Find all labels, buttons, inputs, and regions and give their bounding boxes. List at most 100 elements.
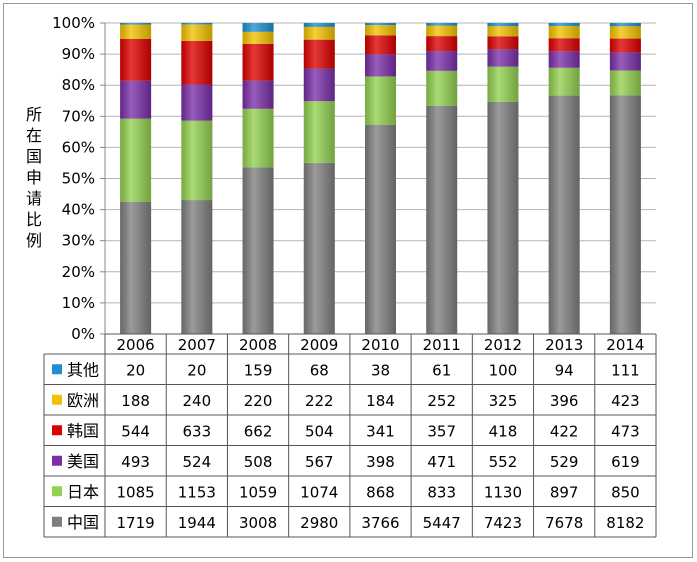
table-cell: 544: [121, 422, 150, 440]
bar-segment-shade: [609, 38, 641, 53]
bar-segment-shade: [548, 51, 580, 68]
table-cell: 20: [126, 361, 145, 379]
bar-segment-shade: [365, 76, 396, 125]
bar-segment-shade: [242, 108, 274, 168]
x-tick-label: 2012: [484, 336, 522, 354]
table-cell: 1153: [178, 483, 216, 501]
bar-segment-shade: [365, 54, 396, 77]
legend-key: [52, 486, 62, 497]
table-cell: 1074: [300, 483, 338, 501]
x-tick-label: 2014: [606, 336, 644, 354]
y-axis-label: 所在国申请比例: [25, 105, 42, 250]
bar-segment-shade: [548, 23, 580, 26]
y-tick-label: 20%: [62, 263, 95, 281]
bar-segment-shade: [426, 36, 458, 52]
table-cell: 1085: [117, 483, 155, 501]
table-cell: 357: [427, 422, 456, 440]
bar-segment-shade: [365, 35, 396, 55]
bar-segment-shade: [487, 36, 519, 50]
table-cell: 1944: [178, 514, 216, 532]
bar-segment-shade: [426, 25, 458, 37]
bar-segment-shade: [120, 23, 152, 25]
table-cell: 7678: [545, 514, 583, 532]
bar-segment-shade: [181, 200, 213, 334]
table-cell: 504: [305, 422, 334, 440]
bar-segment-shade: [426, 23, 458, 26]
table-cell: 7423: [484, 514, 522, 532]
bar-segment-shade: [181, 40, 213, 85]
bar-segment-shade: [303, 101, 335, 163]
table-cell: 897: [550, 483, 579, 501]
bar-segment-shade: [609, 52, 641, 71]
data-table: 2006 2007 2008 2009 2010 2011 2012 2013 2014 其他 20…: [43, 333, 657, 538]
bar-segment-shade: [303, 39, 335, 69]
bar-segment-shade: [242, 80, 274, 109]
table-cell: 341: [366, 422, 395, 440]
table-cell: 422: [550, 422, 579, 440]
table-cell: 2980: [300, 514, 338, 532]
table-cell: 473: [611, 422, 640, 440]
bar-segment-shade: [426, 105, 458, 334]
legend-key: [52, 425, 62, 436]
table-cell: 3766: [361, 514, 399, 532]
legend-label: 欧洲: [67, 391, 99, 410]
table-cell: 325: [489, 392, 518, 410]
table-cell: 222: [305, 392, 334, 410]
table-cell: 5447: [423, 514, 461, 532]
chart-frame: [3, 3, 693, 558]
table-cell: 850: [611, 483, 640, 501]
table-cell: 1719: [117, 514, 155, 532]
bar-segment-shade: [181, 24, 213, 41]
bar-segment-shade: [120, 80, 152, 119]
table-cell: 423: [611, 392, 640, 410]
table-cell: 493: [121, 453, 150, 471]
bar-segment-shade: [487, 101, 519, 334]
bar-segment-shade: [365, 124, 396, 335]
y-tick-label: 60%: [62, 138, 95, 156]
table-cell: 662: [244, 422, 273, 440]
table-cell: 633: [183, 422, 212, 440]
table-cell: 20: [187, 361, 206, 379]
y-tick-labels: 0% 10% 20% 30% 40% 50% 60% 70% 80% 90% 100%: [52, 14, 95, 343]
table-cell: 252: [427, 392, 456, 410]
bar-segment-shade: [487, 66, 519, 102]
table-cell: 529: [550, 453, 579, 471]
table-cell: 1059: [239, 483, 277, 501]
bar-segment-shade: [181, 84, 213, 121]
bar-segment-shade: [487, 49, 519, 67]
y-tick-label: 90%: [62, 45, 95, 63]
table-cell: 619: [611, 453, 640, 471]
bar-segment-shade: [303, 162, 335, 334]
bar-segment-shade: [365, 23, 396, 26]
bar-segment-shade: [181, 120, 213, 201]
bar-segment-shade: [365, 25, 396, 36]
table-cell: 3008: [239, 514, 277, 532]
legend-label: 美国: [67, 452, 99, 471]
bar-segment-shade: [242, 31, 274, 44]
table-cell: 111: [611, 361, 640, 379]
legend-label: 中国: [67, 513, 99, 532]
table-cell: 100: [489, 361, 518, 379]
y-tick-label: 100%: [52, 14, 95, 32]
y-tick-label: 0%: [71, 325, 95, 343]
x-tick-label: 2010: [361, 336, 399, 354]
bar-segment-shade: [548, 67, 580, 96]
table-cell: 159: [244, 361, 273, 379]
table-cell: 418: [489, 422, 518, 440]
bar-segment-shade: [548, 38, 580, 52]
bar-segment-shade: [548, 25, 580, 39]
bar-segment-shade: [609, 23, 641, 27]
bar-segment-shade: [303, 68, 335, 102]
legend-key: [52, 455, 62, 466]
table-cell: 184: [366, 392, 395, 410]
table-cell: 833: [427, 483, 456, 501]
legend-label: 韩国: [67, 421, 99, 440]
table-cell: 94: [555, 361, 574, 379]
bar-segment-shade: [242, 167, 274, 334]
bar-segment-shade: [426, 51, 458, 71]
bars: [120, 23, 641, 335]
bar-segment-shade: [120, 118, 152, 202]
legend-label: 日本: [67, 482, 99, 501]
table-cell: 188: [121, 392, 150, 410]
